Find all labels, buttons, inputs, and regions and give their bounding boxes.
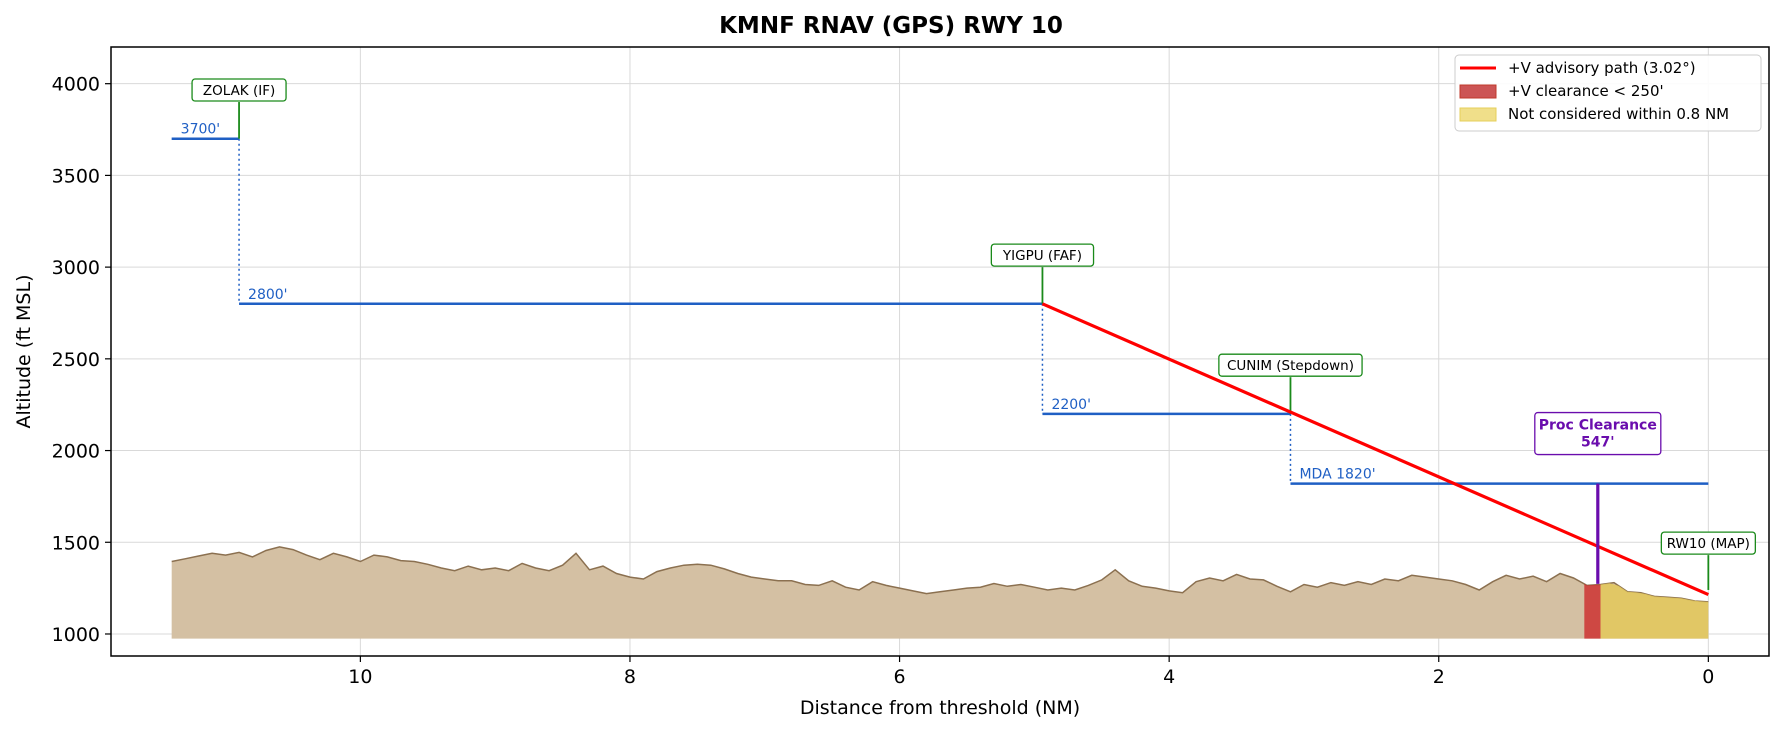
y-tick-label: 2500	[52, 349, 100, 371]
legend-patch-swatch	[1459, 107, 1497, 122]
waypoint-label: RW10 (MAP)	[1667, 536, 1750, 552]
legend-entry-label: +V advisory path (3.02°)	[1508, 59, 1696, 77]
proc-clearance-box	[1534, 411, 1662, 456]
plot-frame	[110, 46, 1770, 657]
legend: +V advisory path (3.02°) +V clearance < 2…	[1454, 54, 1762, 132]
waypoint-label-box	[1218, 353, 1363, 377]
x-axis-label: Distance from threshold (NM)	[800, 697, 1080, 719]
legend-entry-label: +V clearance < 250'	[1508, 82, 1664, 100]
x-tick-label: 6	[894, 666, 906, 688]
waypoints-layer: ZOLAK (IF) YIGPU (FAF) CUNIM (Stepdown) RW1…	[191, 78, 1756, 590]
y-tick-label: 3500	[52, 165, 100, 187]
y-tick-label: 2000	[52, 441, 100, 463]
waypoint-label-box	[990, 243, 1095, 267]
proc-clearance-title: Proc Clearance	[1539, 418, 1657, 434]
low-clearance-zone	[1584, 583, 1601, 639]
y-tick-label: 4000	[52, 74, 100, 96]
waypoint-label-box	[1660, 531, 1756, 555]
not-considered-zone	[1600, 583, 1709, 639]
legend-entry-label: Not considered within 0.8 NM	[1508, 105, 1729, 123]
y-tick-label: 1000	[52, 624, 100, 646]
altitude-segment-label: 2800'	[248, 287, 287, 303]
x-tick-label: 4	[1163, 666, 1175, 688]
waypoint-label: CUNIM (Stepdown)	[1227, 358, 1354, 374]
altitude-segment-label: 3700'	[181, 122, 220, 138]
waypoint-label: YIGPU (FAF)	[1002, 248, 1082, 264]
x-tick-label: 10	[348, 666, 372, 688]
y-axis-label: Altitude (ft MSL)	[13, 275, 35, 429]
x-tick-label: 8	[624, 666, 636, 688]
terrain-fill	[171, 546, 1709, 639]
waypoint-label: ZOLAK (IF)	[203, 83, 275, 99]
ticks-layer: 10 8 6 4 2 0 1000 1500 2000 2500 3000 3500 4000	[52, 74, 1715, 688]
x-tick-label: 2	[1433, 666, 1445, 688]
chart-title: KMNF RNAV (GPS) RWY 10	[719, 13, 1063, 39]
altitude-segments-layer: 3700' 2800' 2200' MDA 1820'	[171, 122, 1709, 485]
x-tick-label: 0	[1702, 666, 1714, 688]
y-tick-label: 3000	[52, 257, 100, 279]
legend-box	[1454, 54, 1762, 132]
waypoint-label-box	[191, 78, 287, 102]
proc-clearance-value: 547'	[1581, 435, 1615, 451]
altitude-segment-label: MDA 1820'	[1299, 467, 1375, 483]
y-tick-label: 1500	[52, 532, 100, 554]
terrain-layer	[171, 546, 1709, 639]
altitude-segment-label: 2200'	[1051, 397, 1090, 413]
legend-patch-swatch	[1459, 84, 1497, 99]
terrain-outline	[171, 546, 1709, 603]
